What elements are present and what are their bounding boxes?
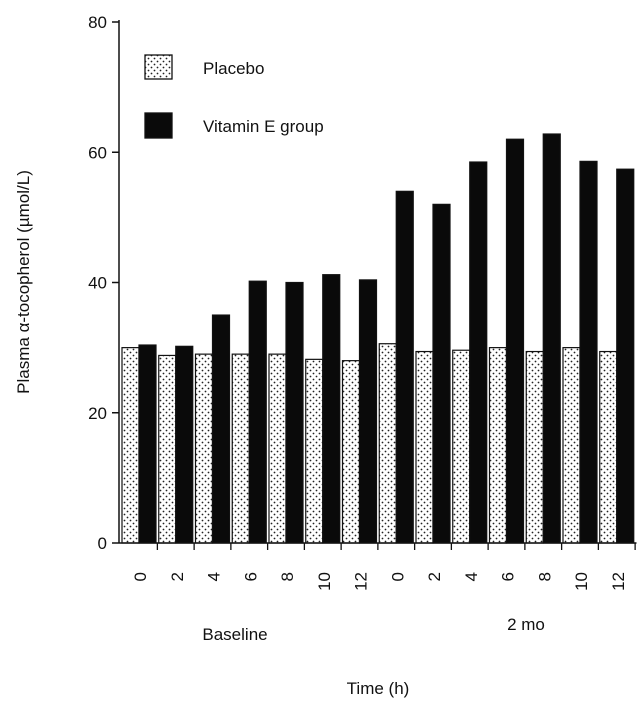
legend-label-placebo: Placebo: [203, 59, 264, 78]
bar-vitamin-e-group-4: [285, 281, 304, 544]
bar-vitamin-e-group-10: [505, 138, 525, 544]
bars-layer: [121, 133, 635, 544]
bar-placebo-8: [415, 350, 434, 544]
group-label-2-mo: 2 mo: [507, 615, 545, 634]
bar-vitamin-e-group-9: [469, 161, 488, 544]
x-tick-label-0: 0: [131, 572, 150, 581]
bar-vitamin-e-group-11: [542, 133, 561, 544]
bar-placebo-5: [305, 358, 324, 544]
y-tick-label-80: 80: [88, 13, 107, 32]
x-tick-label-5: 10: [315, 572, 334, 591]
bar-vitamin-e-group-3: [248, 280, 267, 544]
bar-placebo-13: [599, 350, 618, 544]
x-tick-label-13: 12: [609, 572, 628, 591]
y-tick-label-0: 0: [98, 534, 107, 553]
legend: Placebo Vitamin E group: [144, 54, 324, 139]
bar-vitamin-e-group-2: [211, 314, 231, 544]
x-tick-label-4: 8: [278, 572, 297, 581]
bar-vitamin-e-group-1: [175, 345, 194, 544]
bar-placebo-7: [378, 343, 397, 544]
bar-placebo-3: [231, 353, 250, 544]
x-tick-label-9: 4: [462, 572, 481, 581]
bar-placebo-0: [121, 347, 140, 544]
bar-placebo-4: [268, 353, 287, 544]
bar-placebo-9: [452, 349, 471, 544]
x-tick-label-7: 0: [388, 572, 407, 581]
bar-vitamin-e-group-7: [395, 190, 414, 544]
bar-vitamin-e-group-13: [616, 168, 635, 544]
x-tick-label-10: 6: [499, 572, 518, 581]
x-tick-label-1: 2: [168, 572, 187, 581]
y-tick-label-60: 60: [88, 143, 107, 162]
bar-placebo-10: [488, 347, 508, 544]
bar-vitamin-e-group-6: [358, 279, 378, 544]
bar-placebo-12: [562, 347, 581, 544]
x-axis-label: Time (h): [347, 679, 410, 698]
y-tick-label-40: 40: [88, 274, 107, 293]
x-tick-label-3: 6: [241, 572, 260, 581]
bar-placebo-1: [158, 354, 177, 544]
bar-vitamin-e-group-12: [579, 160, 598, 544]
bar-vitamin-e-group-8: [432, 203, 451, 544]
group-label-baseline: Baseline: [202, 625, 267, 644]
bar-placebo-11: [525, 350, 544, 544]
y-axis-label: Plasma α-tocopherol (µmol/L): [14, 170, 33, 394]
y-tick-label-20: 20: [88, 404, 107, 423]
x-tick-label-12: 10: [572, 572, 591, 591]
bar-vitamin-e-group-5: [322, 274, 341, 544]
x-tick-label-2: 4: [205, 572, 224, 581]
bar-vitamin-e-group-0: [138, 344, 157, 544]
legend-label-vitamin-e: Vitamin E group: [203, 117, 324, 136]
x-tick-label-6: 12: [352, 572, 371, 591]
x-tick-label-11: 8: [535, 572, 554, 581]
bar-placebo-6: [341, 360, 361, 544]
legend-swatch-placebo: [144, 54, 173, 80]
axes-layer: 0 20 40 60 80 0 2 4 6 8 10 12 0 2 4 6 8 10 12: [88, 13, 637, 591]
bar-placebo-2: [194, 353, 214, 544]
legend-swatch-vitamin-e: [144, 112, 173, 139]
x-tick-label-8: 2: [425, 572, 444, 581]
